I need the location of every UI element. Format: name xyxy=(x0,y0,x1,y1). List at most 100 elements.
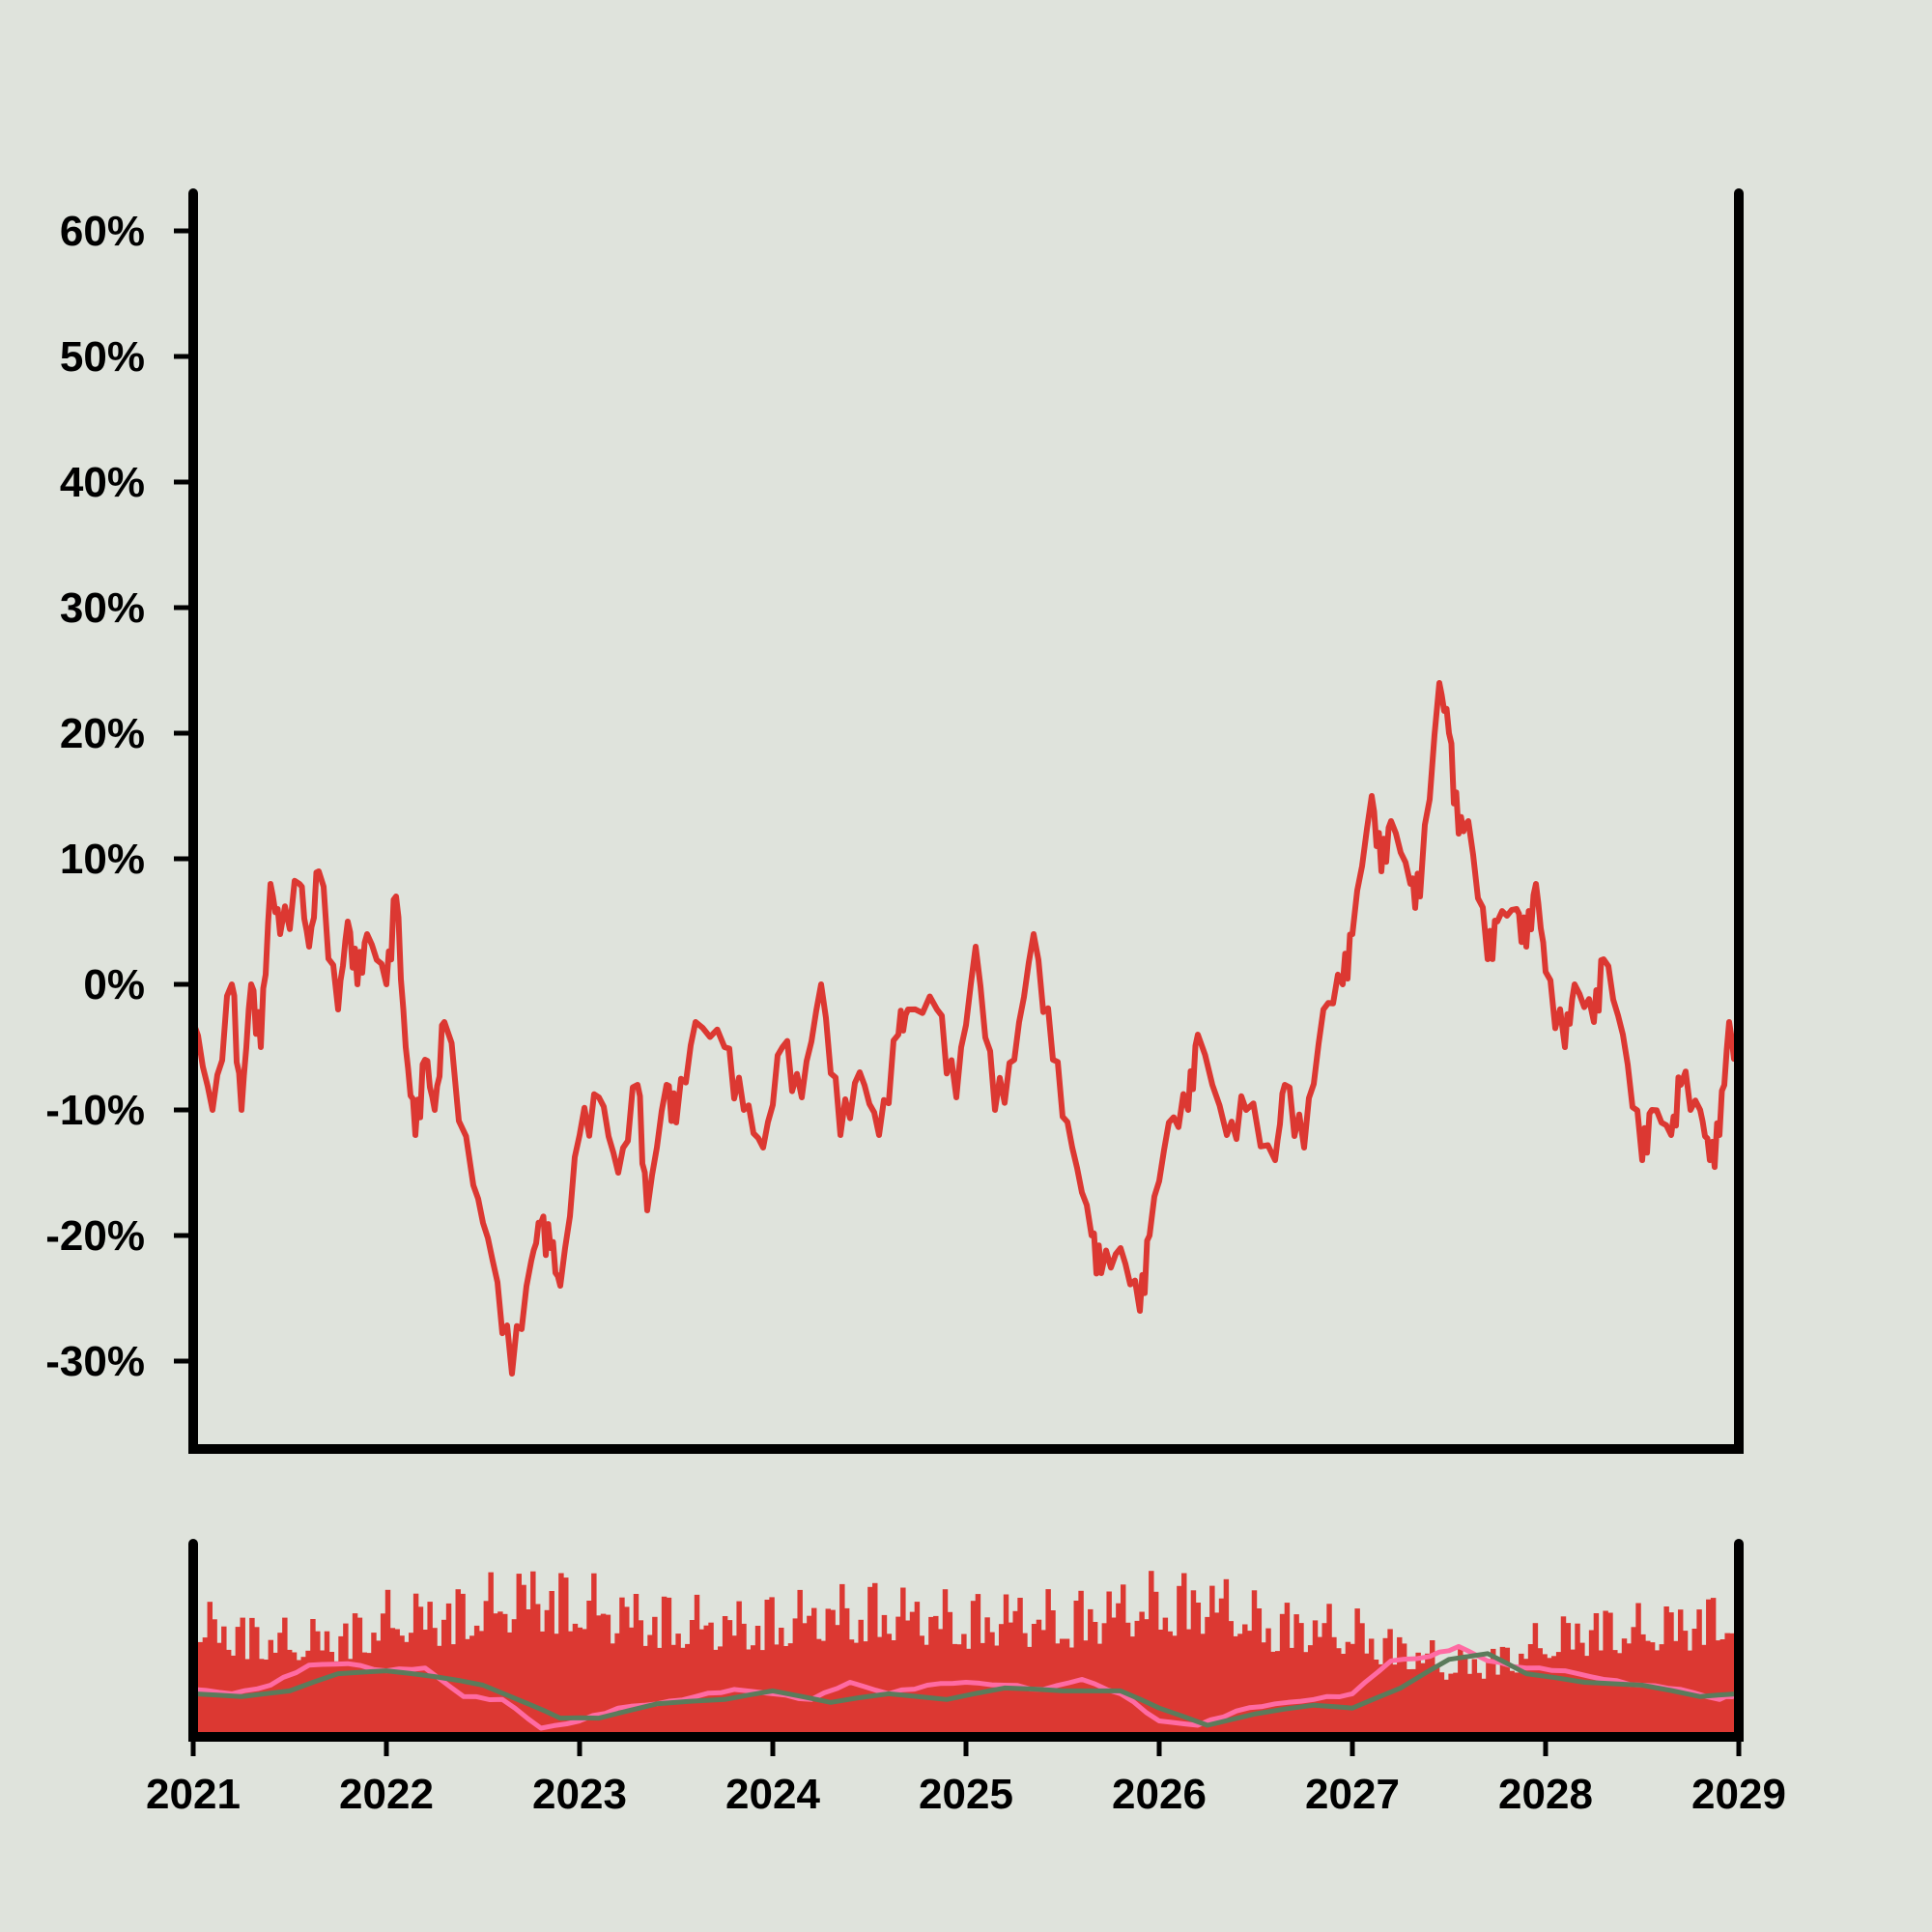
volume-bar xyxy=(1706,1599,1712,1737)
volume-bar xyxy=(1129,1636,1136,1737)
volume-bar xyxy=(670,1644,676,1737)
volume-bar xyxy=(1012,1610,1018,1737)
volume-bar xyxy=(235,1627,242,1737)
volume-bar xyxy=(1265,1628,1271,1737)
volume-bar xyxy=(722,1616,728,1737)
volume-panel: 2021 2022 2023 2024 2025 2026 2027 2028 2029 xyxy=(146,1539,1786,1818)
volume-bar xyxy=(348,1659,354,1737)
volume-bar xyxy=(1410,1668,1417,1737)
volume-bar xyxy=(277,1633,283,1737)
volume-bar xyxy=(1345,1641,1351,1737)
volume-bar xyxy=(1213,1612,1220,1737)
volume-bar xyxy=(1218,1598,1225,1737)
volume-bar xyxy=(652,1616,658,1737)
volume-bar xyxy=(1494,1674,1501,1737)
volume-bar xyxy=(1532,1623,1539,1737)
volume-bar xyxy=(1144,1619,1150,1737)
volume-bar xyxy=(338,1635,344,1737)
volume-bar xyxy=(263,1660,270,1737)
volume-bar xyxy=(1228,1621,1234,1737)
volume-bar xyxy=(933,1615,939,1737)
volume-bar xyxy=(417,1606,424,1737)
volume-bar xyxy=(1430,1640,1435,1737)
volume-bar xyxy=(1438,1672,1445,1737)
volume-bar xyxy=(521,1584,526,1737)
volume-panel-frame xyxy=(188,1539,1744,1742)
volume-bar xyxy=(1321,1623,1327,1737)
volume-bar xyxy=(1233,1635,1238,1737)
volume-bar xyxy=(942,1589,949,1737)
y-tick-label: -30% xyxy=(45,1338,145,1385)
volume-bar xyxy=(558,1573,564,1737)
volume-bar xyxy=(1303,1652,1309,1737)
x-tick-label: 2023 xyxy=(532,1771,627,1818)
y-tick-label: 60% xyxy=(60,208,145,255)
volume-bar xyxy=(1190,1590,1197,1737)
volume-bar xyxy=(1719,1639,1726,1737)
x-tick-label: 2026 xyxy=(1112,1771,1207,1818)
volume-bar xyxy=(633,1594,639,1737)
volume-bar xyxy=(315,1631,321,1737)
volume-bar xyxy=(685,1643,691,1737)
volume-bar xyxy=(1022,1633,1028,1737)
volume-bar xyxy=(1542,1654,1548,1737)
volume-bar xyxy=(1139,1611,1145,1737)
volume-bar xyxy=(366,1653,372,1737)
volume-bar xyxy=(787,1643,794,1737)
volume-bar xyxy=(1205,1616,1210,1737)
volume-bar xyxy=(1401,1643,1407,1737)
volume-bar xyxy=(867,1586,873,1737)
volume-bar xyxy=(268,1639,274,1737)
volume-bar xyxy=(638,1620,644,1737)
volume-bar xyxy=(534,1604,541,1737)
volume-bar xyxy=(1317,1636,1323,1737)
volume-bar xyxy=(1509,1670,1515,1737)
volume-bar xyxy=(404,1641,410,1737)
volume-bar xyxy=(830,1609,836,1737)
volume-bar xyxy=(1092,1622,1098,1737)
y-tick-label: -10% xyxy=(45,1087,145,1134)
volume-bar xyxy=(1059,1638,1065,1737)
volume-bar xyxy=(843,1607,850,1737)
volume-bar xyxy=(1017,1598,1023,1737)
x-axis: 2021 2022 2023 2024 2025 2026 2027 2028 2029 xyxy=(146,1737,1786,1818)
volume-bar xyxy=(1724,1633,1730,1737)
volume-bar xyxy=(563,1577,569,1737)
volume-bar xyxy=(1715,1640,1721,1737)
volume-bar xyxy=(216,1642,222,1737)
volume-bar xyxy=(1691,1629,1697,1737)
volume-bar xyxy=(1134,1620,1140,1737)
volume-bar xyxy=(1368,1638,1375,1737)
volume-bar xyxy=(1359,1623,1365,1737)
volume-bar xyxy=(769,1597,775,1737)
volume-bar xyxy=(624,1606,630,1737)
volume-bar xyxy=(647,1634,653,1737)
volume-bar xyxy=(811,1607,817,1737)
volume-bar xyxy=(1101,1623,1108,1737)
volume-bar xyxy=(502,1613,508,1737)
volume-bar xyxy=(792,1618,799,1737)
volume-bar xyxy=(1246,1631,1253,1737)
volume-bar xyxy=(1293,1614,1299,1737)
volume-bar xyxy=(455,1589,461,1737)
volume-bar xyxy=(689,1620,696,1737)
volume-bar xyxy=(1612,1650,1618,1737)
volume-bar xyxy=(437,1645,442,1737)
volume-bar xyxy=(530,1571,536,1737)
volume-bar xyxy=(399,1635,405,1737)
y-tick-label: 20% xyxy=(60,710,145,757)
volume-bar xyxy=(1420,1662,1426,1737)
volume-bar xyxy=(465,1638,470,1737)
volume-bar xyxy=(1031,1624,1037,1737)
volume-bar xyxy=(1616,1653,1623,1737)
volume-bar xyxy=(1149,1571,1154,1737)
volume-bar xyxy=(1555,1652,1562,1737)
volume-bar xyxy=(1406,1669,1412,1737)
volume-bar xyxy=(1223,1578,1230,1737)
volume-bar xyxy=(1256,1608,1263,1737)
volume-bar xyxy=(1486,1659,1492,1737)
volume-bar xyxy=(984,1617,990,1737)
volume-bar xyxy=(839,1583,845,1737)
volume-bar xyxy=(736,1601,742,1737)
y-tick-label: 50% xyxy=(60,333,145,381)
